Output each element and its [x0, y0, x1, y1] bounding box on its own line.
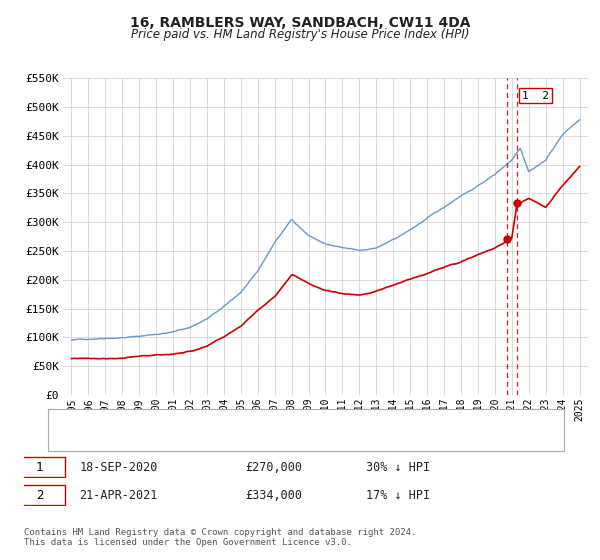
Text: 30% ↓ HPI: 30% ↓ HPI	[366, 460, 430, 474]
FancyBboxPatch shape	[13, 486, 65, 505]
Text: 16, RAMBLERS WAY, SANDBACH, CW11 4DA: 16, RAMBLERS WAY, SANDBACH, CW11 4DA	[130, 16, 470, 30]
Text: 1: 1	[36, 460, 43, 474]
Text: £334,000: £334,000	[245, 488, 302, 502]
FancyBboxPatch shape	[48, 409, 564, 451]
Text: 17% ↓ HPI: 17% ↓ HPI	[366, 488, 430, 502]
Text: Price paid vs. HM Land Registry's House Price Index (HPI): Price paid vs. HM Land Registry's House …	[131, 28, 469, 41]
Text: 2: 2	[36, 488, 43, 502]
Text: Contains HM Land Registry data © Crown copyright and database right 2024.
This d: Contains HM Land Registry data © Crown c…	[24, 528, 416, 547]
Text: £270,000: £270,000	[245, 460, 302, 474]
Text: 18-SEP-2020: 18-SEP-2020	[79, 460, 158, 474]
Text: 1  2: 1 2	[522, 91, 549, 101]
Text: 21-APR-2021: 21-APR-2021	[79, 488, 158, 502]
FancyBboxPatch shape	[13, 458, 65, 477]
Text: HPI: Average price, detached house, Cheshire East: HPI: Average price, detached house, Ches…	[86, 435, 393, 445]
Text: 16, RAMBLERS WAY, SANDBACH, CW11 4DA (detached house): 16, RAMBLERS WAY, SANDBACH, CW11 4DA (de…	[86, 416, 418, 426]
